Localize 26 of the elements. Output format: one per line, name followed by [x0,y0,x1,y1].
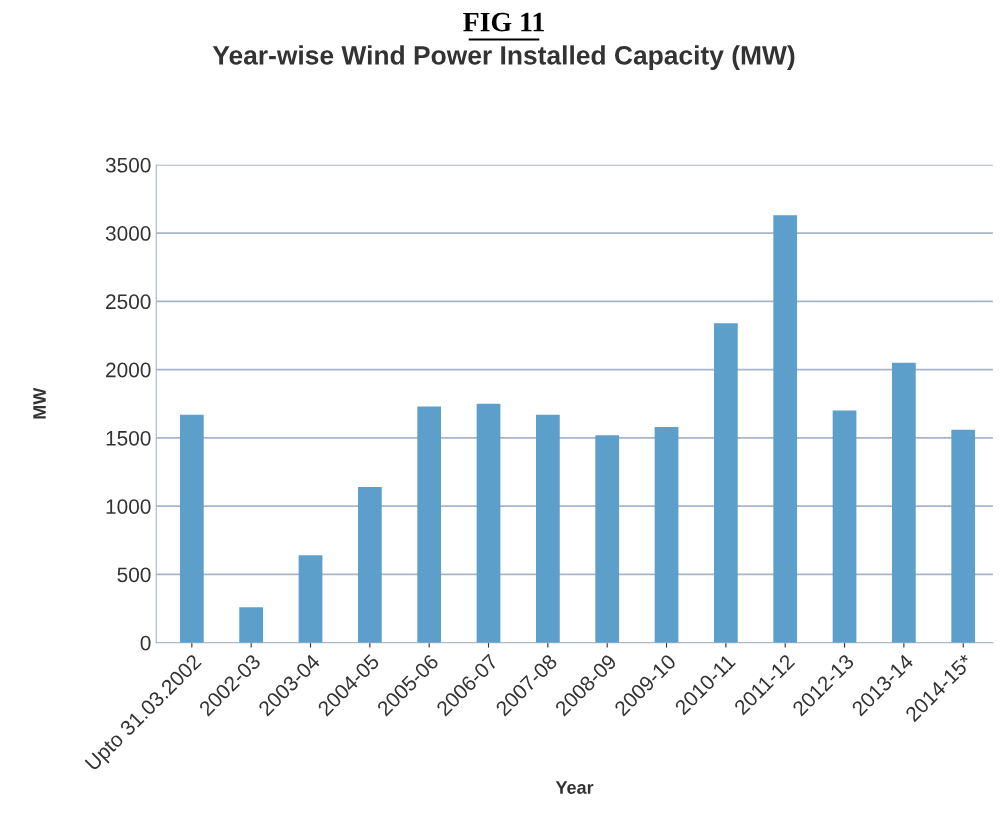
bar [535,414,560,643]
chart-title: FIG 11 [463,12,544,32]
y-tick-label: 500 [117,567,151,583]
y-tick-label: 1000 [106,499,151,514]
y-axis-title: MW [33,387,46,419]
bar [179,414,204,643]
bar [951,429,976,643]
y-tick-label: 3000 [105,226,151,241]
bar [892,362,916,643]
bar [298,555,323,643]
bar [239,607,264,643]
bar [476,403,501,643]
bar [714,323,738,643]
y-tick-label: 0 [140,635,151,651]
bar [357,487,382,643]
y-tick-label: 2500 [106,294,151,310]
bar [832,410,857,643]
bar [654,426,679,643]
bar [773,215,798,643]
chart-subtitle: Year-wise Wind Power Installed Capacity (MW) [212,45,795,70]
x-axis-title: Year [555,781,594,794]
bar [595,435,620,643]
bar [417,406,442,643]
y-tick-label: 3500 [105,157,151,173]
y-tick-label: 2000 [106,362,151,378]
y-tick-label: 1500 [106,430,151,446]
